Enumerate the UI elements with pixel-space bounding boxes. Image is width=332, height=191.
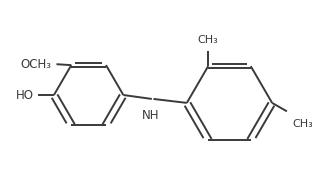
Text: HO: HO — [16, 88, 34, 101]
Text: NH: NH — [141, 109, 159, 122]
Text: CH₃: CH₃ — [293, 119, 314, 129]
Text: OCH₃: OCH₃ — [21, 58, 51, 71]
Text: CH₃: CH₃ — [198, 36, 218, 45]
